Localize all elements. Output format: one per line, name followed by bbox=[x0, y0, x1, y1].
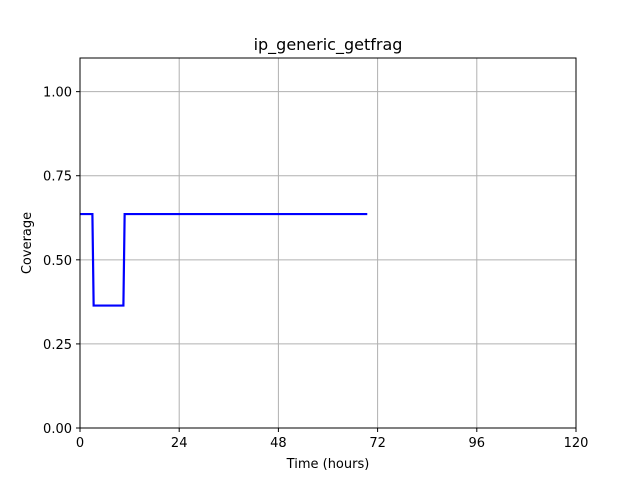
plot-frame bbox=[79, 57, 577, 429]
x-tick-label: 24 bbox=[171, 436, 188, 451]
x-tick-label: 0 bbox=[76, 436, 84, 451]
x-tick-label: 48 bbox=[270, 436, 287, 451]
y-axis-label: Coverage bbox=[20, 212, 35, 274]
grid bbox=[79, 58, 577, 429]
y-tick-label: 0.50 bbox=[43, 254, 72, 269]
x-axis-label: Time (hours) bbox=[286, 457, 370, 472]
series-group bbox=[80, 212, 368, 307]
series-line-0 bbox=[80, 212, 368, 307]
x-tick-label: 96 bbox=[469, 436, 486, 451]
chart-title: ip_generic_getfrag bbox=[254, 35, 403, 55]
x-tick-label: 120 bbox=[564, 436, 589, 451]
y-tick-label: 1.00 bbox=[43, 86, 72, 101]
y-tick-label: 0.00 bbox=[43, 422, 72, 437]
y-tick-label: 0.75 bbox=[43, 170, 72, 185]
x-tick-label: 72 bbox=[369, 436, 386, 451]
y-tick-label: 0.25 bbox=[43, 338, 72, 353]
ticks: 0 24 48 72 96 120 0.00 0.25 0.50 0.75 1.00 bbox=[43, 86, 588, 451]
